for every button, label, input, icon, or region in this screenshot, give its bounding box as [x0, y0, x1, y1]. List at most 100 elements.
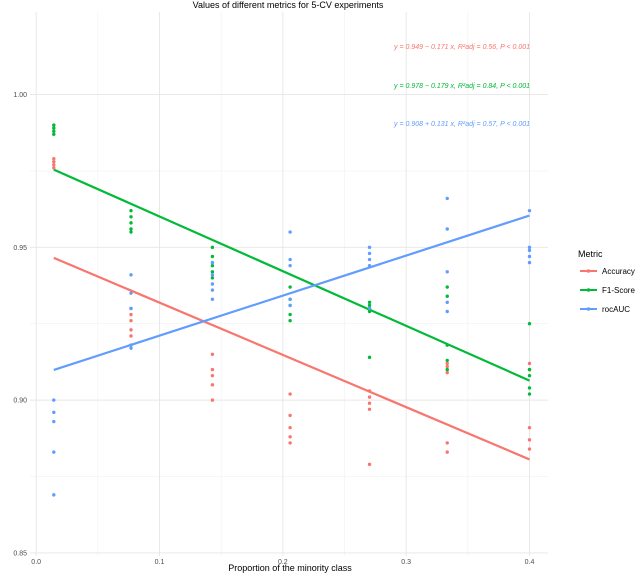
data-point-accuracy: [367, 401, 372, 405]
data-point-accuracy: [52, 160, 56, 164]
legend: Metric Accuracy F1-Score rocAUC: [578, 249, 635, 314]
legend-label: F1-Score: [602, 286, 635, 295]
x-tick-label: 0.1: [155, 559, 165, 566]
data-point-accuracy: [367, 462, 372, 467]
data-point-accuracy: [445, 441, 449, 445]
trend-line-accuracy: [53, 256, 530, 461]
data-point-rocauc: [367, 263, 372, 268]
data-point-rocauc: [367, 251, 372, 256]
data-point-accuracy: [288, 441, 292, 445]
legend-key-point: [586, 288, 591, 292]
data-point-f1-score: [210, 254, 215, 259]
data-point-rocauc: [367, 245, 372, 250]
data-point-rocauc: [445, 227, 449, 231]
data-point-f1-score: [527, 392, 532, 396]
regression-annotation: y = 0.978 − 0.179 x, R²adj = 0.84, P < 0…: [393, 83, 530, 90]
trend-line-f1-score: [53, 168, 530, 382]
data-point-rocauc: [527, 245, 532, 250]
y-axis-ticks: 0.85 0.90 0.95 1.00: [13, 92, 27, 557]
data-point-f1-score: [129, 221, 133, 225]
data-point-accuracy: [367, 395, 372, 399]
data-point-accuracy: [445, 364, 449, 369]
y-tick-label: 0.95: [13, 245, 27, 252]
y-tick-label: 1.00: [13, 92, 27, 99]
data-point-f1-score: [445, 367, 449, 372]
data-point-f1-score: [52, 129, 56, 133]
data-point-f1-score: [52, 132, 56, 136]
y-tick-label: 0.85: [13, 550, 27, 557]
x-tick-label: 0.4: [525, 559, 535, 566]
data-point-accuracy: [527, 425, 532, 430]
data-point-f1-score: [527, 322, 532, 326]
x-axis-ticks: 0.0 0.1 0.2 0.3 0.4: [31, 559, 534, 566]
data-point-accuracy: [288, 425, 292, 430]
data-point-rocauc: [288, 297, 292, 301]
data-point-rocauc: [445, 196, 449, 201]
data-point-f1-score: [288, 285, 292, 289]
data-point-rocauc: [288, 303, 292, 308]
data-point-accuracy: [288, 435, 292, 439]
data-point-accuracy: [52, 163, 56, 167]
data-point-f1-score: [129, 230, 133, 234]
data-point-accuracy: [367, 407, 372, 412]
data-point-f1-score: [367, 300, 372, 305]
data-point-rocauc: [288, 263, 292, 268]
data-point-f1-score: [129, 227, 133, 231]
legend-key-point: [586, 269, 591, 273]
data-point-rocauc: [210, 297, 215, 301]
trend-line-rocauc: [53, 214, 530, 372]
data-point-rocauc: [527, 260, 532, 265]
legend-label: Accuracy: [602, 267, 635, 276]
data-point-f1-score: [367, 303, 372, 308]
plot-panel: [30, 12, 548, 556]
data-point-f1-score: [288, 318, 292, 323]
data-point-accuracy: [288, 413, 292, 418]
data-point-accuracy: [367, 389, 372, 393]
data-point-f1-score: [210, 270, 215, 274]
y-tick-label: 0.90: [13, 398, 27, 405]
data-point-rocauc: [52, 493, 56, 497]
data-point-rocauc: [210, 282, 215, 286]
data-point-f1-score: [129, 215, 133, 219]
chart-title: Values of different metrics for 5-CV exp…: [193, 0, 384, 10]
data-point-rocauc: [52, 398, 56, 402]
data-point-accuracy: [210, 383, 215, 387]
data-point-f1-score: [210, 263, 215, 268]
data-point-f1-score: [445, 358, 449, 363]
x-tick-label: 0.0: [31, 559, 41, 566]
data-point-rocauc: [52, 419, 56, 424]
data-point-f1-score: [210, 276, 215, 280]
data-point-f1-score: [445, 343, 449, 347]
data-point-rocauc: [288, 230, 292, 234]
data-point-f1-score: [445, 294, 449, 298]
data-point-f1-score: [445, 285, 449, 289]
data-point-f1-score: [367, 309, 372, 314]
x-tick-label: 0.3: [401, 559, 411, 566]
data-point-rocauc: [210, 260, 215, 265]
data-point-accuracy: [129, 328, 133, 332]
data-point-rocauc: [129, 343, 133, 347]
data-point-rocauc: [52, 410, 56, 415]
data-point-rocauc: [445, 300, 449, 305]
data-point-rocauc: [367, 306, 372, 311]
data-point-f1-score: [527, 386, 532, 390]
data-point-accuracy: [129, 312, 133, 317]
data-points: [52, 123, 532, 497]
data-point-accuracy: [129, 318, 133, 323]
grid-lines: [30, 12, 548, 556]
x-axis-label: Proportion of the minority class: [228, 563, 352, 573]
data-point-rocauc: [288, 257, 292, 262]
legend-title: Metric: [578, 249, 603, 259]
data-point-f1-score: [527, 373, 532, 378]
data-point-accuracy: [445, 361, 449, 366]
regression-annotation: y = 0.949 − 0.171 x, R²adj = 0.56, P < 0…: [393, 44, 530, 51]
data-point-rocauc: [129, 346, 133, 350]
data-point-accuracy: [52, 156, 56, 161]
data-point-f1-score: [52, 123, 56, 127]
trend-lines: [53, 168, 530, 461]
data-point-rocauc: [527, 248, 532, 253]
data-point-rocauc: [527, 254, 532, 259]
data-point-accuracy: [210, 398, 215, 402]
